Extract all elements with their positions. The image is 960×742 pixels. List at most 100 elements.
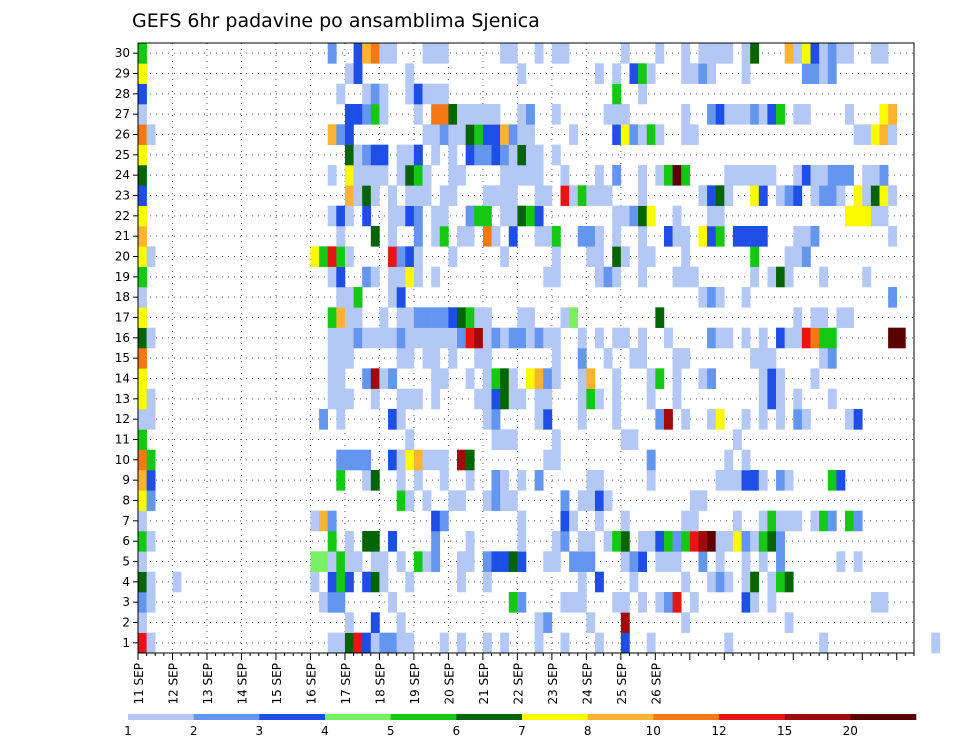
ensemble-cell [439, 307, 449, 328]
ensemble-cell [612, 409, 622, 430]
ensemble-cell [138, 287, 147, 308]
ensemble-cell [448, 307, 458, 328]
ensemble-cell [327, 165, 337, 186]
ensemble-cell [612, 205, 622, 227]
colorbar-swatch [128, 714, 194, 720]
ensemble-cell [732, 470, 742, 491]
ensemble-cell [819, 327, 829, 349]
ensemble-cell [362, 571, 372, 593]
y-tick-label: 29 [115, 67, 130, 81]
ensemble-cell [870, 124, 880, 145]
ensemble-cell [138, 632, 147, 654]
ensemble-cell [482, 388, 492, 410]
ensemble-cell [508, 388, 518, 410]
y-tick-label: 2 [122, 616, 130, 630]
ensemble-cell [577, 592, 587, 613]
ensemble-cell [793, 43, 803, 64]
ensemble-cell [379, 632, 389, 654]
ensemble-cell [603, 490, 613, 511]
ensemble-cell [138, 409, 147, 430]
ensemble-cell [681, 104, 691, 125]
ensemble-cell [422, 551, 432, 572]
ensemble-cell [138, 307, 147, 328]
ensemble-cell [310, 246, 320, 267]
ensemble-cell [776, 551, 785, 572]
ensemble-cell [500, 185, 510, 206]
ensemble-cell [672, 165, 682, 186]
ensemble-cell [732, 429, 742, 450]
ensemble-cell [526, 327, 535, 349]
ensemble-cell [870, 185, 880, 206]
ensemble-cell [138, 83, 147, 105]
ensemble-cell [629, 63, 639, 84]
ensemble-cell [612, 124, 622, 145]
ensemble-cell [594, 327, 604, 349]
ensemble-cell [526, 307, 535, 328]
ensemble-cell [594, 510, 604, 532]
ensemble-cell [319, 246, 328, 267]
ensemble-cell [853, 124, 863, 145]
ensemble-cell [620, 429, 630, 450]
ensemble-cell [396, 327, 406, 349]
ensemble-cell [560, 592, 570, 613]
ensemble-cell [689, 490, 699, 511]
ensemble-cell [465, 307, 475, 328]
ensemble-cell [698, 490, 708, 511]
ensemble-cell [448, 246, 458, 267]
ensemble-cell [379, 571, 389, 593]
ensemble-cell [327, 368, 337, 389]
ensemble-cell [413, 165, 423, 186]
ensemble-cell [612, 592, 622, 613]
ensemble-cell [431, 104, 441, 125]
y-tick-label: 23 [115, 189, 130, 203]
ensemble-cell [413, 205, 423, 227]
ensemble-cell [388, 531, 397, 552]
ensemble-cell [448, 104, 458, 125]
ensemble-cell [439, 368, 449, 389]
ensemble-cell [827, 165, 837, 186]
ensemble-cell [327, 124, 337, 145]
ensemble-cell [681, 348, 691, 369]
colorbar-label: 6 [452, 724, 460, 738]
ensemble-cell [319, 409, 328, 430]
ensemble-cell [638, 185, 648, 206]
ensemble-cell [810, 510, 820, 532]
ensemble-cell [336, 409, 346, 430]
ensemble-cell [327, 205, 337, 227]
ensemble-cell [732, 104, 742, 125]
colorbar-label: 2 [190, 724, 198, 738]
ensemble-cell [517, 205, 527, 227]
ensemble-cell [612, 63, 622, 84]
ensemble-cell [750, 104, 760, 125]
ensemble-cell [707, 185, 716, 206]
ensemble-cell [491, 551, 501, 572]
ensemble-cell [138, 470, 147, 491]
ensemble-cell [344, 551, 354, 572]
ensemble-cell [672, 551, 682, 572]
ensemble-cell [776, 266, 785, 288]
x-tick-label: 12 SEP [167, 663, 181, 705]
ensemble-cell [612, 165, 622, 186]
ensemble-cell [758, 510, 768, 532]
ensemble-cell [862, 185, 872, 206]
y-tick-label: 22 [115, 209, 130, 223]
ensemble-cell [517, 531, 527, 552]
ensemble-cell [767, 266, 777, 288]
ensemble-cell [646, 368, 656, 389]
ensemble-cell [422, 348, 432, 369]
ensemble-cell [534, 368, 544, 389]
ensemble-cell [500, 144, 510, 166]
ensemble-cell [586, 388, 596, 410]
ensemble-cell [853, 185, 863, 206]
ensemble-cell [344, 307, 354, 328]
ensemble-cell [698, 368, 708, 389]
ensemble-cell [500, 327, 510, 349]
ensemble-cell [655, 409, 665, 430]
ensemble-cell [741, 226, 751, 247]
y-tick-label: 6 [122, 534, 130, 548]
ensemble-cell [362, 165, 372, 186]
ensemble-cell [370, 551, 380, 572]
ensemble-cell [551, 348, 561, 369]
ensemble-cell [138, 429, 147, 450]
ensemble-cell [362, 368, 372, 389]
